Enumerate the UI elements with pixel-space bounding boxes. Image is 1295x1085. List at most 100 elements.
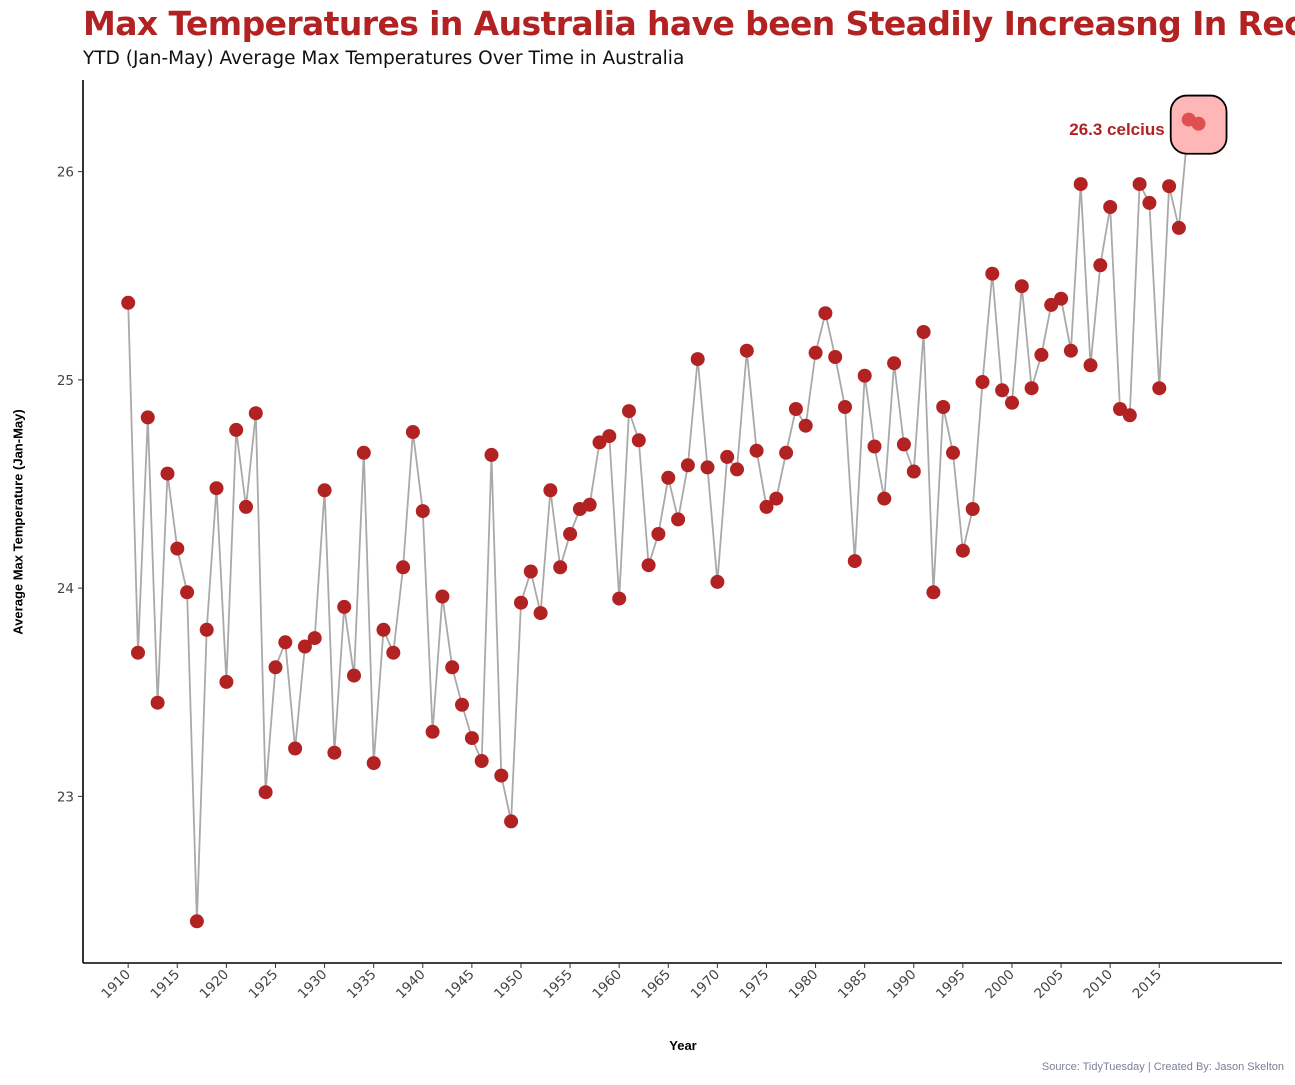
data-point-1952 [533,606,548,621]
x-tick-label: 1935 [344,967,380,1003]
data-point-1942 [435,589,450,604]
data-point-1915 [170,541,185,556]
data-point-1940 [415,504,430,519]
data-point-1943 [445,660,460,675]
x-tick-label: 1990 [884,967,920,1003]
data-point-1945 [464,731,479,746]
data-point-2007 [1073,177,1088,192]
data-point-1995 [955,543,970,558]
data-point-1929 [307,631,322,646]
data-point-1950 [514,595,528,610]
data-point-1939 [405,425,420,439]
data-point-1948 [494,768,509,783]
data-point-1985 [857,368,872,383]
data-point-1937 [386,645,401,660]
data-point-1967 [680,458,695,473]
data-point-1996 [965,502,980,516]
data-point-1931 [327,745,342,760]
data-point-1978 [788,402,803,416]
data-point-1983 [838,400,852,414]
data-point-2017 [1171,220,1186,235]
data-point-1989 [896,437,911,452]
data-point-1981 [818,306,833,321]
x-tick-label: 1915 [147,967,183,1003]
data-point-1914 [160,466,175,481]
y-axis-title: Average Max Temperature (Jan-May) [10,409,26,635]
data-point-1974 [749,443,764,458]
y-tick-label: 26 [57,165,74,181]
data-point-1938 [396,560,411,575]
data-point-1941 [425,724,440,739]
axes: 23 24 25 26 1910 1915 1920 1925 1930 1935 1940 1945… [57,80,1282,1002]
x-tick-label: 2015 [1129,967,1165,1003]
data-point-1919 [209,481,224,496]
x-tick-label: 1985 [835,967,871,1003]
data-point-1976 [769,491,784,506]
x-tick-label: 2005 [1031,967,1067,1003]
annotation-label: 26.3 celcius [1069,120,1164,139]
data-point-1990 [906,464,921,479]
data-point-1930 [317,483,332,498]
data-point-2003 [1034,347,1049,362]
data-point-1920 [219,674,234,689]
data-point-1922 [239,499,253,514]
data-point-2019 [1191,116,1206,131]
x-tick-label: 1925 [246,967,282,1003]
data-point-1960 [612,591,627,606]
x-axis-title: Year [669,1038,697,1053]
data-point-1991 [916,325,931,339]
data-point-1986 [867,439,882,454]
x-tick-label: 2010 [1080,967,1116,1003]
data-point-1988 [887,356,902,371]
data-point-2008 [1083,358,1098,373]
x-tick-label: 1955 [540,967,576,1003]
x-tick-label: 1960 [589,967,625,1003]
data-point-1936 [376,622,391,637]
data-point-1917 [189,914,204,929]
data-point-1913 [150,695,165,710]
data-point-1970 [710,574,725,589]
annotations: 26.3 celcius [1069,120,1164,139]
data-point-1959 [602,429,617,444]
data-point-1965 [661,470,676,485]
data-point-1925 [268,660,283,675]
x-tick-label: 1965 [638,967,674,1003]
data-point-1911 [131,645,145,660]
x-tick-label: 1995 [933,967,969,1003]
data-point-1953 [543,483,558,498]
data-point-2012 [1122,408,1137,423]
data-point-1999 [995,383,1010,398]
data-point-1916 [180,585,195,600]
data-point-2015 [1152,381,1167,396]
data-point-2009 [1093,258,1108,273]
data-point-1921 [229,422,244,437]
data-point-1932 [337,599,352,614]
data-point-1998 [985,266,1000,281]
data-point-2000 [1005,395,1019,410]
data-point-1927 [288,741,303,756]
data-point-1955 [563,527,578,541]
data-point-1968 [690,352,705,367]
x-tick-label: 1910 [98,967,134,1003]
x-tick-label: 1970 [688,967,724,1003]
data-point-1969 [700,460,715,475]
x-tick-label: 1940 [393,967,429,1003]
data-point-2001 [1014,279,1029,294]
data-point-1933 [347,668,361,683]
data-point-1954 [553,560,568,575]
data-point-2013 [1132,177,1147,192]
data-point-1944 [455,697,469,712]
source-caption: Source: TidyTuesday | Created By: Jason … [1041,1061,1284,1073]
data-point-1949 [504,814,519,829]
data-point-1910 [121,295,136,310]
data-point-1961 [622,404,636,419]
data-point-1951 [523,564,538,579]
series-line [127,118,1199,922]
y-tick-label: 24 [57,581,74,597]
data-point-1992 [926,585,941,600]
temperature-line [127,118,1199,922]
data-point-1962 [631,433,646,448]
data-points [121,112,1206,929]
data-point-1926 [278,635,293,650]
